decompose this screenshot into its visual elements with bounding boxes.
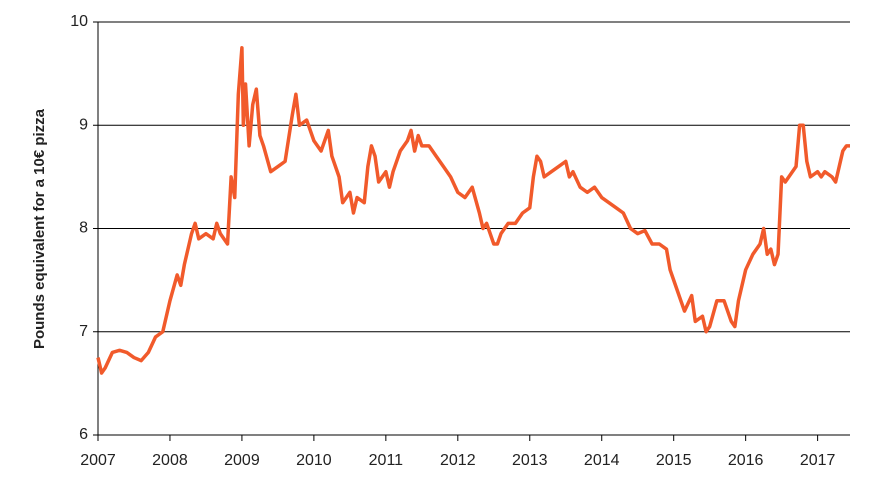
y-tick-label: 9	[79, 116, 88, 133]
y-tick-label: 6	[79, 426, 88, 443]
x-tick-label: 2010	[296, 452, 332, 469]
x-tick-label: 2013	[512, 452, 548, 469]
x-tick-label: 2012	[440, 452, 476, 469]
x-tick-label: 2008	[152, 452, 188, 469]
line-series	[96, 46, 850, 375]
x-tick-label: 2017	[800, 452, 836, 469]
x-tick-label: 2014	[584, 452, 620, 469]
y-tick-label: 8	[79, 220, 88, 237]
x-tick-label: 2009	[224, 452, 260, 469]
y-tick-label: 7	[79, 323, 88, 340]
x-tick-label: 2007	[80, 452, 116, 469]
y-tick-label: 10	[70, 13, 88, 30]
x-tick-label: 2011	[369, 452, 404, 469]
x-tick-label: 2015	[656, 452, 692, 469]
y-axis-label: Pounds equivalent for a 10€ pizza	[31, 108, 48, 349]
x-tick-label: 2016	[728, 452, 764, 469]
